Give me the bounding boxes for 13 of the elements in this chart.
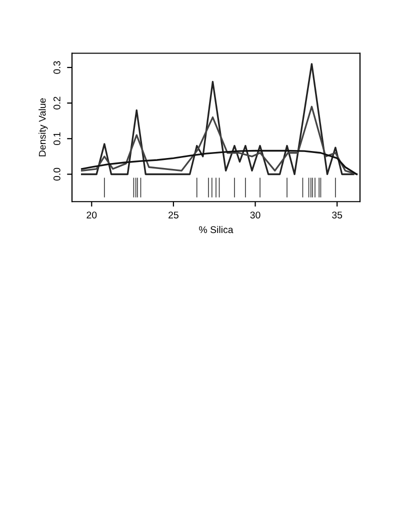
y-axis-title: Density Value [38, 98, 48, 156]
line-series [80, 150, 358, 176]
line-series [80, 63, 354, 176]
y-tick-label: 0.3 [53, 61, 60, 74]
y-tick-label: 0.0 [53, 168, 60, 181]
x-tick-label: 35 [332, 212, 342, 218]
x-axis-title: % Silica [199, 226, 234, 234]
x-tick-label: 25 [168, 212, 178, 218]
y-tick-label: 0.1 [53, 132, 60, 146]
x-tick-label: 30 [250, 212, 260, 218]
y-tick-label: 0.2 [53, 96, 60, 110]
line-series [80, 106, 358, 176]
x-tick-label: 20 [86, 212, 97, 218]
